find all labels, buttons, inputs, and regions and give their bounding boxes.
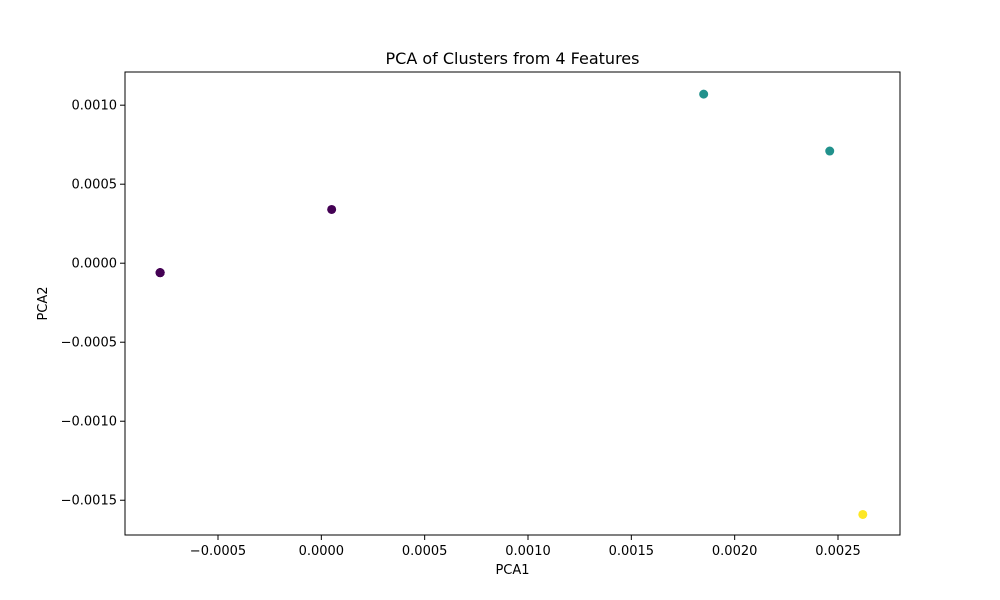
x-tick-label-3: 0.0010 <box>505 544 551 559</box>
data-point-4 <box>327 204 337 214</box>
plot-frame <box>124 71 901 536</box>
x-axis: −0.0005 0.0000 0.0005 0.0010 0.0015 0.0020 0.0… <box>190 535 861 559</box>
x-tick-label-4: 0.0015 <box>609 544 655 559</box>
x-tick-label-5: 0.0020 <box>712 544 758 559</box>
x-axis-label: PCA1 <box>495 563 529 578</box>
x-tick-label-2: 0.0005 <box>402 544 448 559</box>
data-point-6 <box>825 146 835 156</box>
x-tick-label-1: 0.0000 <box>299 544 345 559</box>
y-tick-label-5: −0.0015 <box>61 494 117 509</box>
y-tick-label-0: 0.0010 <box>72 99 118 114</box>
y-tick-label-4: −0.0010 <box>61 415 117 430</box>
data-point-5 <box>699 89 709 99</box>
y-tick-label-1: 0.0005 <box>72 178 118 193</box>
points-layer <box>155 89 868 519</box>
data-point-3 <box>155 268 165 278</box>
y-axis: 0.0010 0.0005 0.0000 −0.0005 −0.0010 −0.0015 <box>61 99 125 509</box>
y-axis-label: PCA2 <box>36 286 51 320</box>
x-tick-label-6: 0.0025 <box>815 544 861 559</box>
x-tick-label-0: −0.0005 <box>190 544 246 559</box>
y-tick-label-3: −0.0005 <box>61 336 117 351</box>
data-point-7 <box>858 509 868 519</box>
chart-title: PCA of Clusters from 4 Features <box>386 49 640 68</box>
y-tick-label-2: 0.0000 <box>72 257 118 272</box>
